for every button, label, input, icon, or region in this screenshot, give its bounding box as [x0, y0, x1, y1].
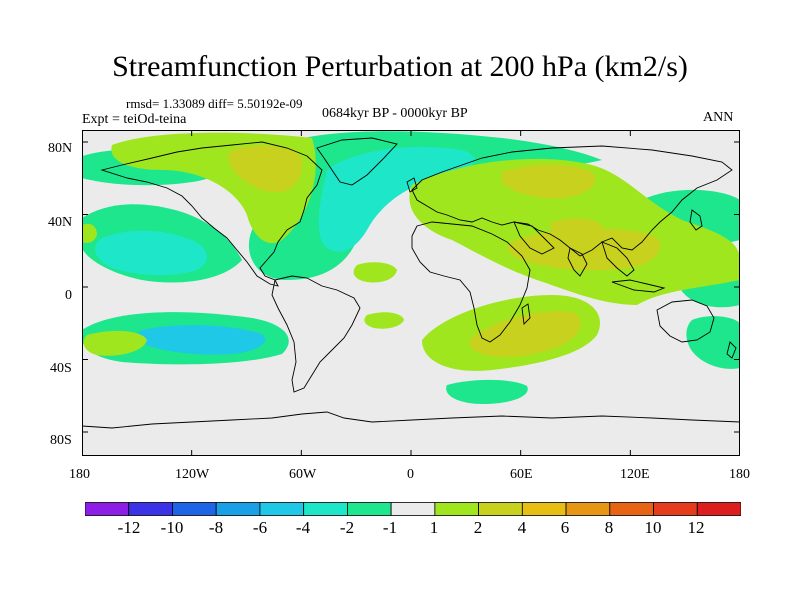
- neg-region-north-atlantic-core: [318, 146, 475, 252]
- colorbar-swatch: [259, 502, 305, 516]
- stats-text: rmsd= 1.33089 diff= 5.50192e-09: [126, 96, 303, 111]
- lat-tick-80n: 80N: [48, 141, 73, 156]
- coast-africa: [411, 221, 531, 343]
- experiment-label: Expt = teiOd-teina: [82, 112, 187, 127]
- coast-south-america: [271, 275, 361, 393]
- coast-greenland: [316, 137, 398, 186]
- colorbar-swatch: [653, 502, 698, 516]
- coast-japan: [689, 209, 703, 231]
- colorbar-label: -6: [252, 518, 268, 537]
- colorbar-swatch: [390, 502, 436, 516]
- lon-tick-60e: 60E: [510, 467, 533, 482]
- pos-region-tropical-atlantic: [353, 262, 397, 283]
- colorbar-label: 1: [429, 518, 439, 537]
- lon-tick-180w: 180: [69, 467, 90, 482]
- lon-tick-180e: 180: [729, 467, 750, 482]
- colorbar-swatch: [478, 502, 523, 516]
- coast-north-america: [100, 141, 323, 287]
- lon-tick-120e: 120E: [620, 467, 650, 482]
- colorbar-swatch: [521, 502, 567, 516]
- colorbar-label: 4: [517, 518, 527, 537]
- pos-region-southern-africa-core: [469, 311, 581, 357]
- pos-region-arctic-canada-core: [228, 145, 303, 192]
- coast-australia: [656, 299, 715, 343]
- colorbar-swatch: [128, 502, 173, 516]
- coastlines: [82, 137, 740, 429]
- coast-madagascar: [521, 303, 531, 325]
- colorbar-label: -4: [295, 518, 311, 537]
- colorbar-label: 6: [560, 518, 570, 537]
- colorbar-label: -12: [117, 518, 141, 537]
- map-panel: [82, 130, 740, 456]
- colorbar-label: -10: [160, 518, 184, 537]
- map-title: Streamfunction Perturbation at 200 hPa (…: [112, 50, 688, 83]
- pos-region-tibet-core: [550, 218, 602, 235]
- coast-uk: [406, 177, 418, 193]
- colorbar-label: 10: [644, 518, 662, 537]
- colorbar-label: -2: [339, 518, 355, 537]
- lon-tick-60w: 60W: [289, 467, 317, 482]
- coast-arabia: [513, 221, 555, 255]
- lat-tick-0: 0: [65, 288, 72, 303]
- coast-southeast-asia: [601, 241, 635, 277]
- neg-region-south-pacific-core: [136, 325, 266, 355]
- lat-tick-40n: 40N: [48, 215, 73, 230]
- season-label: ANN: [703, 110, 734, 125]
- neg-region-south-atlantic: [446, 379, 528, 404]
- colorbar-label: 2: [473, 518, 483, 537]
- pos-region-south-atlantic-small: [364, 312, 404, 329]
- map-tick-marks: [82, 130, 740, 456]
- colorbar-swatch: [172, 502, 217, 516]
- pos-region-north-atlantic-east: [421, 183, 503, 216]
- lon-tick-0: 0: [407, 467, 414, 482]
- colorbar: [85, 502, 741, 516]
- pos-region-eurasia-core: [502, 164, 596, 199]
- coast-new-zealand: [726, 341, 737, 359]
- coast-india: [567, 247, 588, 277]
- neg-region-southern-indian: [686, 316, 740, 369]
- colorbar-swatch: [434, 502, 480, 516]
- pos-region-east-pacific: [83, 330, 147, 356]
- colorbar-swatch: [609, 502, 654, 516]
- colorbar-swatch: [215, 502, 261, 516]
- colorbar-label: 12: [687, 518, 705, 537]
- colorbar-swatch: [696, 502, 741, 516]
- lat-tick-40s: 40S: [50, 361, 72, 376]
- coast-europe-asia: [411, 145, 733, 257]
- lon-tick-120w: 120W: [175, 467, 210, 482]
- colorbar-label: 8: [604, 518, 614, 537]
- colorbar-swatch: [565, 502, 611, 516]
- coast-indonesia: [611, 279, 666, 293]
- colorbar-swatch: [346, 502, 392, 516]
- pos-region-west-pacific: [82, 223, 97, 243]
- lat-tick-80s: 80S: [50, 433, 72, 448]
- pos-region-south-asia-core: [507, 228, 661, 271]
- period-label: 0684kyr BP - 0000kyr BP: [322, 106, 468, 121]
- colorbar-label: -1: [382, 518, 398, 537]
- coast-antarctica: [82, 411, 740, 429]
- colorbar-swatch: [85, 502, 130, 516]
- colorbar-label: -8: [208, 518, 224, 537]
- neg-region-north-pacific-core: [95, 230, 208, 276]
- positive-anomaly-regions: [82, 132, 740, 371]
- colorbar-swatch: [303, 502, 348, 516]
